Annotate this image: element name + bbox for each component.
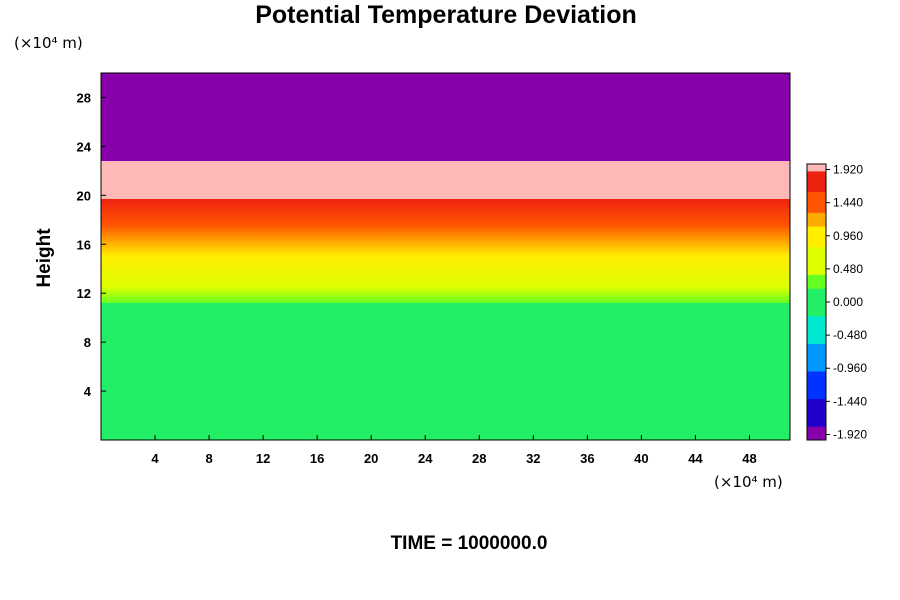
- x-tick-label: 40: [634, 451, 648, 466]
- colorbar: 1.920 1.440 0.960 0.480 0.000 -0.480 -0.960 -1.…: [806, 163, 867, 441]
- x-tick-label: 16: [310, 451, 324, 466]
- colorbar-swatch: [807, 336, 826, 344]
- colorbar-swatch: [807, 260, 826, 268]
- colorbar-swatch: [807, 274, 826, 282]
- colorbar-swatch: [807, 164, 826, 172]
- colorbar-swatch: [807, 322, 826, 331]
- colorbar-swatch: [807, 371, 826, 379]
- colorbar-swatch: [807, 364, 826, 372]
- colorbar-swatch: [807, 170, 826, 179]
- colorbar-tick-label: -0.480: [833, 328, 867, 342]
- colorbar-swatch: [807, 267, 826, 275]
- region-upper: [101, 73, 790, 162]
- region-stable-layer: [101, 161, 790, 200]
- colorbar-swatch: [807, 391, 826, 400]
- colorbar-swatch: [807, 419, 826, 427]
- x-tick-label: 48: [742, 451, 756, 466]
- colorbar-tick-label: 0.480: [833, 262, 863, 276]
- colorbar-swatch: [807, 205, 826, 213]
- colorbar-swatch: [807, 281, 826, 289]
- colorbar-swatch: [807, 343, 826, 351]
- colorbar-swatch: [807, 177, 826, 186]
- colorbar-swatch: [807, 219, 826, 227]
- x-tick-label: 32: [526, 451, 540, 466]
- colorbar-swatch: [807, 191, 826, 199]
- colorbar-swatch: [807, 315, 826, 324]
- chart-title: Potential Temperature Deviation: [255, 1, 637, 29]
- colorbar-swatch: [807, 377, 826, 386]
- y-axis-label: Height: [34, 228, 55, 288]
- x-tick-label: 28: [472, 451, 486, 466]
- heatmap-field: [101, 73, 790, 440]
- colorbar-swatch: [807, 226, 826, 234]
- y-tick-label: 16: [77, 237, 91, 252]
- colorbar-swatch: [807, 350, 826, 358]
- y-tick-label: 24: [77, 139, 92, 154]
- y-tick-label: 20: [77, 188, 91, 203]
- colorbar-swatch: [807, 357, 826, 365]
- colorbar-swatch: [807, 233, 826, 241]
- colorbar-swatch: [807, 405, 826, 413]
- x-tick-label: 20: [364, 451, 378, 466]
- y-tick-label: 28: [77, 90, 91, 105]
- region-lower: [101, 302, 790, 440]
- colorbar-tick-label: -1.440: [833, 394, 867, 408]
- colorbar-tick-label: 0.960: [833, 229, 863, 243]
- colorbar-tick-label: -1.920: [833, 427, 867, 441]
- x-tick-label: 44: [688, 451, 703, 466]
- x-tick-label: 8: [205, 451, 212, 466]
- colorbar-swatch: [807, 302, 826, 310]
- time-label: TIME = 1000000.0: [391, 533, 548, 554]
- colorbar-swatch: [807, 239, 826, 248]
- colorbar-swatch: [807, 426, 826, 434]
- colorbar-swatch: [807, 295, 826, 303]
- colorbar-swatch: [807, 384, 826, 393]
- colorbar-swatch: [807, 212, 826, 220]
- y-tick-label: 12: [77, 286, 91, 301]
- colorbar-swatch: [807, 412, 826, 420]
- x-tick-label: 12: [256, 451, 270, 466]
- y-tick-label: 4: [84, 384, 92, 399]
- y-tick-label: 8: [84, 335, 91, 350]
- colorbar-tick-label: 0.000: [833, 295, 863, 309]
- colorbar-swatch: [807, 433, 826, 441]
- x-tick-label: 4: [151, 451, 159, 466]
- colorbar-swatch: [807, 329, 826, 337]
- y-axis-unit: (×10⁴ m): [14, 34, 83, 52]
- colorbar-swatch: [807, 398, 826, 406]
- colorbar-swatch: [807, 246, 826, 255]
- colorbar-tick-label: -0.960: [833, 361, 867, 375]
- plot-area: [100, 72, 791, 441]
- colorbar-tick-label: 1.440: [833, 196, 863, 210]
- colorbar-swatch: [807, 288, 826, 296]
- colorbar-swatch: [807, 253, 826, 262]
- x-tick-label: 24: [418, 451, 433, 466]
- plot-frame: [100, 72, 791, 441]
- colorbar-tick-label: 1.920: [833, 163, 863, 177]
- colorbar-swatch: [807, 184, 826, 193]
- x-tick-label: 36: [580, 451, 594, 466]
- x-axis-ticks: 4 8 12 16 20 24 28 32 36 40 44 48: [151, 435, 757, 466]
- colorbar-swatch: [807, 198, 826, 206]
- colorbar-swatch: [807, 308, 826, 317]
- x-axis-unit: (×10⁴ m): [714, 473, 783, 491]
- y-axis-ticks: 4 8 12 16 20 24 28: [77, 90, 106, 399]
- region-turbulent-band-shading: [101, 199, 790, 303]
